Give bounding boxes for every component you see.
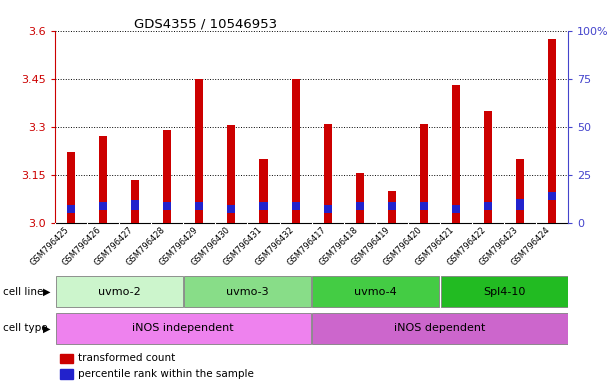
Bar xyxy=(131,200,139,210)
Text: GSM796421: GSM796421 xyxy=(414,225,456,268)
Bar xyxy=(196,79,203,223)
Text: GSM796423: GSM796423 xyxy=(478,225,520,268)
Bar xyxy=(452,85,460,223)
Text: GSM796430: GSM796430 xyxy=(189,225,232,268)
Bar xyxy=(99,202,107,210)
Text: GSM796428: GSM796428 xyxy=(125,225,167,268)
Text: ▶: ▶ xyxy=(43,287,50,297)
Bar xyxy=(60,354,73,363)
Bar xyxy=(484,202,492,210)
Bar xyxy=(484,111,492,223)
Bar xyxy=(60,369,73,379)
Text: GSM796431: GSM796431 xyxy=(221,225,263,268)
Bar xyxy=(196,202,203,210)
Bar xyxy=(312,276,439,307)
Text: GSM796426: GSM796426 xyxy=(60,225,103,268)
Text: GSM796418: GSM796418 xyxy=(317,225,360,268)
Bar xyxy=(548,192,556,200)
Bar xyxy=(227,125,235,223)
Bar xyxy=(227,205,235,213)
Bar xyxy=(441,276,568,307)
Text: GSM796432: GSM796432 xyxy=(253,225,296,268)
Bar xyxy=(56,313,311,344)
Bar xyxy=(260,202,268,210)
Bar xyxy=(356,173,364,223)
Bar xyxy=(131,180,139,223)
Bar xyxy=(312,313,568,344)
Text: GDS4355 / 10546953: GDS4355 / 10546953 xyxy=(134,17,277,30)
Bar xyxy=(452,205,460,213)
Text: iNOS independent: iNOS independent xyxy=(133,323,234,333)
Text: GSM796417: GSM796417 xyxy=(285,225,327,268)
Text: GSM796424: GSM796424 xyxy=(510,225,552,268)
Text: transformed count: transformed count xyxy=(78,353,175,363)
Bar xyxy=(56,276,183,307)
Bar xyxy=(388,191,396,223)
Bar xyxy=(420,202,428,210)
Text: ▶: ▶ xyxy=(43,323,50,333)
Bar xyxy=(324,205,332,213)
Text: cell line: cell line xyxy=(3,287,43,297)
Text: percentile rank within the sample: percentile rank within the sample xyxy=(78,369,254,379)
Text: GSM796427: GSM796427 xyxy=(93,225,135,268)
Bar xyxy=(67,205,75,213)
Text: GSM796425: GSM796425 xyxy=(29,225,71,268)
Bar xyxy=(291,79,299,223)
Text: GSM796420: GSM796420 xyxy=(382,225,424,268)
Bar xyxy=(324,124,332,223)
Bar xyxy=(163,130,171,223)
Text: Spl4-10: Spl4-10 xyxy=(483,287,525,297)
Bar xyxy=(516,199,524,210)
Bar xyxy=(184,276,311,307)
Bar xyxy=(388,202,396,210)
Bar xyxy=(260,159,268,223)
Text: GSM796422: GSM796422 xyxy=(446,225,488,268)
Text: uvmo-3: uvmo-3 xyxy=(226,287,269,297)
Bar xyxy=(291,202,299,210)
Bar xyxy=(163,202,171,210)
Bar xyxy=(356,202,364,210)
Bar xyxy=(548,39,556,223)
Text: uvmo-4: uvmo-4 xyxy=(354,287,397,297)
Bar xyxy=(67,152,75,223)
Text: GSM796429: GSM796429 xyxy=(157,225,199,268)
Text: iNOS dependent: iNOS dependent xyxy=(394,323,486,333)
Bar xyxy=(99,136,107,223)
Text: cell type: cell type xyxy=(3,323,48,333)
Text: uvmo-2: uvmo-2 xyxy=(98,287,141,297)
Text: GSM796419: GSM796419 xyxy=(349,225,392,268)
Bar xyxy=(420,124,428,223)
Bar xyxy=(516,159,524,223)
